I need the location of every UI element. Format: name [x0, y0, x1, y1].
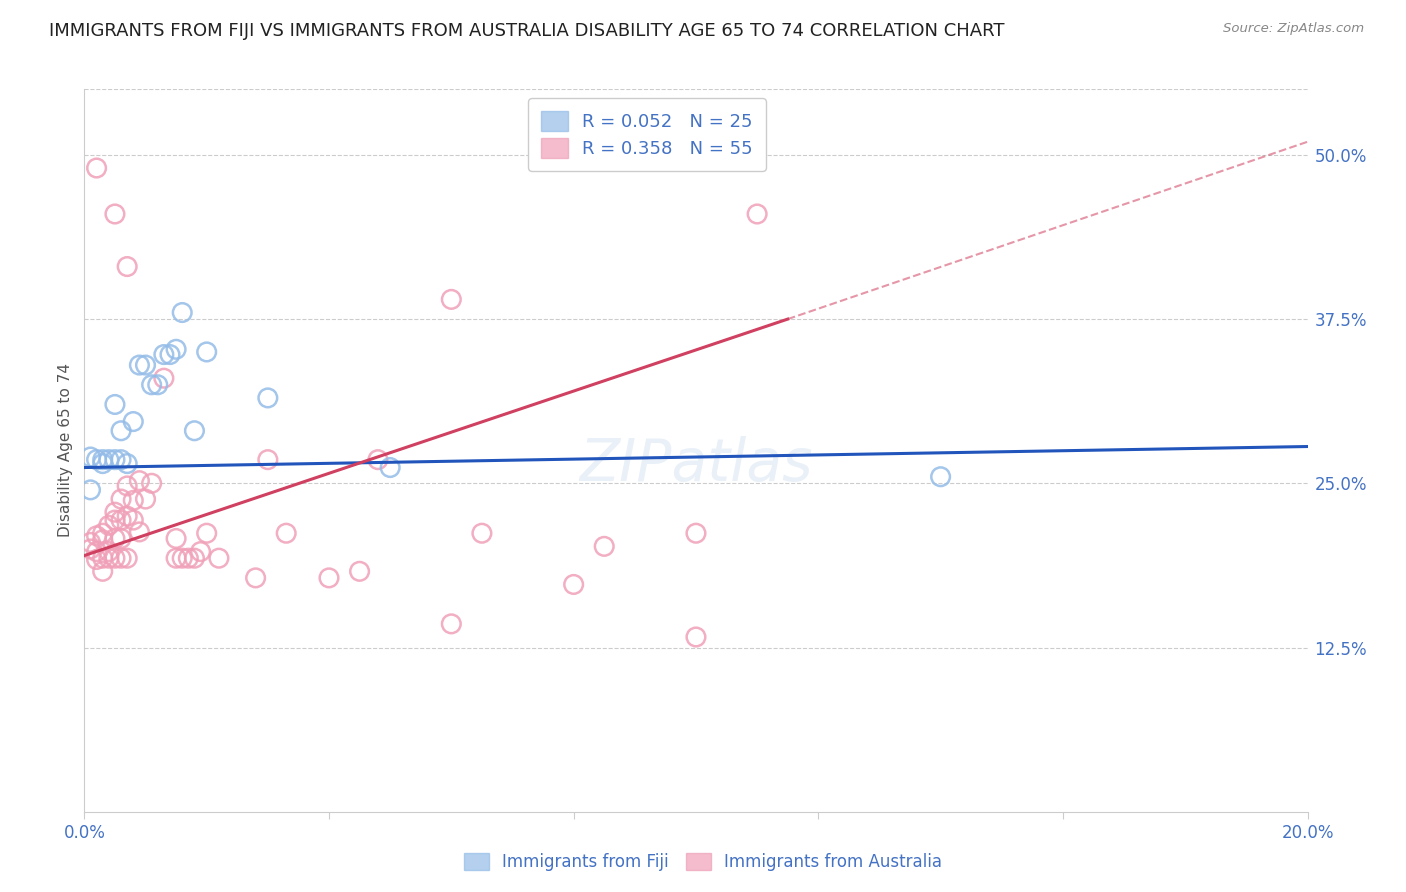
Point [91, 457, 114, 471]
Point [440, 616, 463, 631]
Point [110, 452, 132, 467]
Point [97, 518, 120, 533]
Point [153, 371, 176, 385]
Point [122, 493, 145, 508]
Point [97, 544, 120, 558]
Point [115, 479, 138, 493]
Point [128, 358, 150, 372]
Point [165, 343, 187, 357]
Point [104, 397, 127, 411]
Point [115, 260, 138, 274]
Point [104, 513, 127, 527]
Point [172, 305, 194, 319]
Point [110, 424, 132, 438]
Point [104, 207, 127, 221]
Point [86, 161, 108, 175]
Point [245, 571, 267, 585]
Point [110, 532, 132, 546]
Point [91, 452, 114, 467]
Point [135, 358, 157, 372]
Point [159, 347, 181, 361]
Point [128, 474, 150, 488]
Point [104, 551, 127, 566]
Text: Source: ZipAtlas.com: Source: ZipAtlas.com [1223, 22, 1364, 36]
Point [104, 452, 127, 467]
Point [929, 469, 952, 483]
Point [79, 483, 101, 497]
Point [115, 551, 138, 566]
Point [257, 452, 280, 467]
Point [91, 526, 114, 541]
Point [440, 293, 463, 307]
Point [471, 526, 494, 541]
Point [153, 347, 176, 361]
Point [208, 551, 231, 566]
Text: IMMIGRANTS FROM FIJI VS IMMIGRANTS FROM AUSTRALIA DISABILITY AGE 65 TO 74 CORREL: IMMIGRANTS FROM FIJI VS IMMIGRANTS FROM … [49, 22, 1005, 40]
Point [165, 551, 187, 566]
Point [141, 476, 163, 491]
Point [97, 452, 120, 467]
Point [177, 551, 200, 566]
Point [79, 450, 101, 464]
Point [86, 529, 108, 543]
Point [141, 377, 163, 392]
Point [685, 526, 707, 541]
Legend: R = 0.052   N = 25, R = 0.358   N = 55: R = 0.052 N = 25, R = 0.358 N = 55 [529, 98, 766, 170]
Point [195, 345, 218, 359]
Point [190, 544, 212, 558]
Point [349, 564, 371, 578]
Legend: Immigrants from Fiji, Immigrants from Australia: Immigrants from Fiji, Immigrants from Au… [456, 845, 950, 880]
Point [86, 544, 108, 558]
Point [257, 391, 280, 405]
Point [562, 577, 585, 591]
Point [685, 630, 707, 644]
Point [165, 532, 187, 546]
Point [122, 415, 145, 429]
Point [135, 491, 157, 506]
Point [318, 571, 340, 585]
Point [122, 513, 145, 527]
Point [110, 491, 132, 506]
Point [104, 505, 127, 519]
Point [115, 457, 138, 471]
Point [128, 524, 150, 539]
Y-axis label: Disability Age 65 to 74: Disability Age 65 to 74 [58, 363, 73, 538]
Point [86, 452, 108, 467]
Point [91, 533, 114, 547]
Point [86, 552, 108, 566]
Point [593, 540, 616, 554]
Point [276, 526, 298, 541]
Point [172, 551, 194, 566]
Point [747, 207, 769, 221]
Point [115, 509, 138, 524]
Point [183, 424, 205, 438]
Point [79, 535, 101, 549]
Point [110, 513, 132, 527]
Point [110, 551, 132, 566]
Point [104, 532, 127, 546]
Point [380, 460, 402, 475]
Point [97, 551, 120, 566]
Point [91, 551, 114, 566]
Point [146, 377, 169, 392]
Point [195, 526, 218, 541]
Text: ZIPatlas: ZIPatlas [579, 436, 813, 493]
Point [183, 551, 205, 566]
Point [367, 452, 389, 467]
Point [91, 564, 114, 578]
Point [79, 541, 101, 556]
